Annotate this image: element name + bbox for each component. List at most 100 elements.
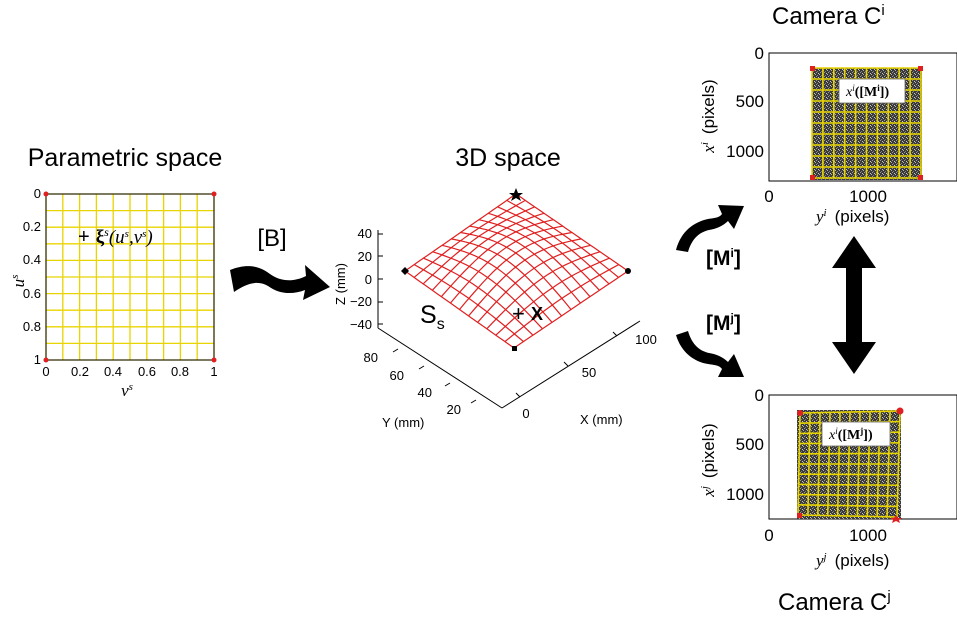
camera-j-grid-line — [797, 514, 898, 518]
camera-j-title: Camera Cj — [778, 588, 891, 616]
surface-corner-marker — [509, 188, 523, 201]
z-tick-label: −40 — [350, 317, 372, 332]
x-tick-label: 0 — [522, 406, 529, 421]
transform-mi-label: [Mi] — [706, 246, 741, 270]
camera-j-corner-marker — [797, 513, 802, 518]
camera-i-inset-box — [838, 78, 906, 104]
surface-corner-marker — [401, 267, 409, 275]
camera-i-x-tick-label: 1000 — [849, 187, 887, 206]
camera-i-y-tick-label: 1000 — [726, 142, 764, 161]
v-tick-label: 0 — [42, 364, 49, 379]
surface-mesh-line — [504, 264, 619, 343]
x-axis-line — [501, 320, 641, 409]
camera-i-corner-marker — [810, 66, 815, 71]
camera-j-inset-box — [821, 421, 891, 447]
parametric-corner-marker — [43, 357, 49, 363]
camera-j-panel: xi([Mj]) 0 500 1000 0 1000 xj(pixels) yj… — [699, 386, 957, 570]
y-tick-mark — [418, 365, 425, 370]
camera-j-y-tick-label: 0 — [755, 386, 764, 405]
y-tick-label: 60 — [390, 368, 404, 383]
parametric-point-label: + ξs(us,vs) — [78, 225, 153, 248]
camera-i-y-tick-label: 500 — [736, 92, 764, 111]
camera-j-y-tick-label: 1000 — [726, 485, 764, 504]
u-tick-label: 0.6 — [23, 286, 41, 301]
y-tick-mark — [470, 399, 477, 404]
y-tick-label: 20 — [447, 402, 461, 417]
camera-j-grid-line — [798, 483, 898, 486]
camera-i-corner-marker — [918, 66, 923, 71]
camera-i-y-tick-label: 0 — [755, 44, 764, 63]
camera-correspondence-arrow — [832, 236, 876, 374]
surface-mesh-line — [468, 238, 582, 317]
camera-i-panel: xi([Mi]) 0 500 1000 0 1000 xi(pixels) yi… — [699, 44, 957, 226]
surface-label: Ss — [420, 301, 445, 333]
camera-j-grid-line — [896, 410, 901, 518]
transform-mi-arrow — [676, 205, 744, 252]
z-axis-label: Z (mm) — [333, 263, 348, 305]
u-tick-label: 0.8 — [23, 319, 41, 334]
z-tick-label: 40 — [358, 226, 372, 241]
camera-j-corner-markers — [797, 407, 904, 523]
camera-j-x-tick-label: 1000 — [849, 526, 887, 545]
parametric-corner-marker — [43, 191, 49, 197]
space3d-point-label: X — [531, 304, 543, 324]
camera-i-title: Camera Ci — [772, 2, 885, 30]
v-tick-label: 0.8 — [171, 364, 189, 379]
x-tick-mark — [563, 361, 569, 367]
v-axis-label: vs — [121, 381, 133, 400]
surface-corner-marker — [512, 346, 517, 351]
parametric-panel: 0 0.2 0.4 0.6 0.8 1 0 0.2 0.4 0.6 0.8 1 … — [9, 186, 218, 400]
camera-j-inset-label: xi([Mj]) — [828, 426, 873, 443]
v-tick-label: 0.4 — [104, 364, 122, 379]
parametric-space-title: Parametric space — [28, 144, 223, 172]
camera-j-grid-line — [798, 493, 898, 497]
camera-i-corner-marker — [918, 175, 923, 180]
transform-mj-arrow — [676, 331, 744, 377]
x-axis-label: X (mm) — [580, 412, 623, 427]
u-tick-label: 0 — [34, 186, 41, 201]
parametric-corner-marker — [211, 357, 217, 363]
z-tick-label: 0 — [365, 272, 372, 287]
camera-i-inset-label: xi([Mi]) — [845, 83, 889, 100]
u-tick-label: 1 — [34, 352, 41, 367]
y-tick-label: 80 — [364, 350, 378, 365]
transform-mj-label: [Mj] — [706, 311, 741, 335]
transform-b-arrow — [230, 265, 330, 300]
transform-b-label: [B] — [257, 225, 286, 252]
v-tick-label: 1 — [210, 364, 217, 379]
parametric-corner-markers — [43, 191, 217, 363]
space3d-panel: 40 20 0 −20 −40 80 60 40 20 0 50 100 Z (… — [333, 188, 657, 430]
surface-corner-markers — [401, 188, 631, 351]
camera-i-corner-marker — [810, 175, 815, 180]
camera-j-grid-line — [798, 504, 898, 508]
x-tick-label: 50 — [582, 365, 596, 380]
x-tick-mark — [612, 331, 618, 337]
y-tick-label: 40 — [418, 385, 432, 400]
camera-j-y-axis-label: xj(pixels) — [699, 423, 718, 497]
camera-j-corner-marker — [890, 515, 902, 523]
u-axis-label: us — [9, 275, 28, 288]
surface-mesh-line — [495, 257, 610, 336]
surface-mesh-line — [513, 270, 629, 349]
camera-j-y-tick-label: 500 — [736, 435, 764, 454]
camera-i-x-tick-label: 0 — [764, 187, 773, 206]
surface-mesh-line — [506, 199, 619, 278]
v-tick-label: 0.6 — [138, 364, 156, 379]
space3d-tick-marks — [378, 233, 618, 404]
camera-i-y-axis-label: xi(pixels) — [699, 79, 718, 153]
surface-mesh-line — [431, 212, 545, 291]
u-tick-label: 0.4 — [23, 252, 41, 267]
parametric-corner-marker — [211, 191, 217, 197]
camera-j-x-axis-label: yj (pixels) — [814, 551, 889, 570]
surface-corner-marker — [625, 268, 631, 274]
v-tick-label: 0.2 — [71, 364, 89, 379]
z-tick-label: −20 — [350, 294, 372, 309]
surface-mesh — [404, 193, 629, 349]
camera-j-x-tick-label: 0 — [764, 526, 773, 545]
parametric-axes-frame — [45, 193, 215, 361]
camera-i-corner-markers — [810, 66, 923, 180]
y-tick-mark — [444, 382, 451, 387]
camera-i-x-axis-label: yi (pixels) — [814, 207, 889, 226]
space3d-title: 3D space — [455, 144, 561, 172]
